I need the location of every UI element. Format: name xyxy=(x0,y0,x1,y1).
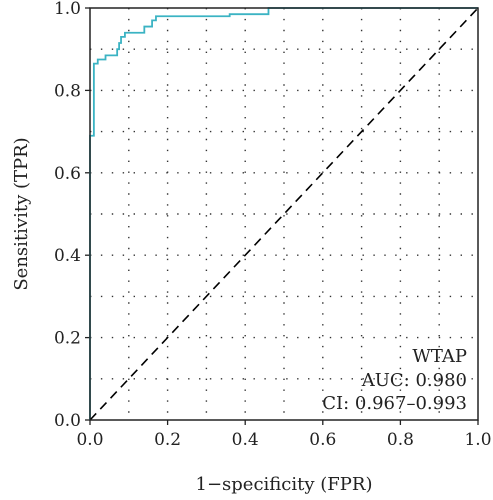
x-axis-label: 1−specificity (FPR) xyxy=(196,474,373,495)
annotation-auc: AUC: 0.980 xyxy=(361,370,467,391)
y-axis-label: Sensitivity (TPR) xyxy=(11,137,32,290)
annotation-model: WTAP xyxy=(412,346,467,367)
y-tick-label: 0.2 xyxy=(54,329,81,349)
x-tick-label: 0.4 xyxy=(232,430,259,450)
annotation-ci: CI: 0.967–0.993 xyxy=(322,393,467,414)
y-tick-label: 0.6 xyxy=(54,164,81,184)
y-tick-label: 0.4 xyxy=(54,246,81,266)
x-tick-label: 0.6 xyxy=(309,430,336,450)
plot-frame xyxy=(89,7,479,421)
x-tick-label: 0.2 xyxy=(154,430,181,450)
reference-diagonal-line xyxy=(89,7,479,421)
x-tick-label: 0.8 xyxy=(387,430,414,450)
x-tick-label: 0.0 xyxy=(76,430,103,450)
y-tick-label: 0.8 xyxy=(54,81,81,101)
roc-curve-line xyxy=(89,7,478,420)
y-ticks: 0.0 0.2 0.4 0.6 0.8 1.0 xyxy=(54,0,90,431)
y-tick-label: 0.0 xyxy=(54,411,81,431)
series-group xyxy=(89,7,479,421)
x-ticks: 0.0 0.2 0.4 0.6 0.8 1.0 xyxy=(76,420,492,450)
x-tick-label: 1.0 xyxy=(464,430,491,450)
y-tick-label: 1.0 xyxy=(54,0,81,19)
